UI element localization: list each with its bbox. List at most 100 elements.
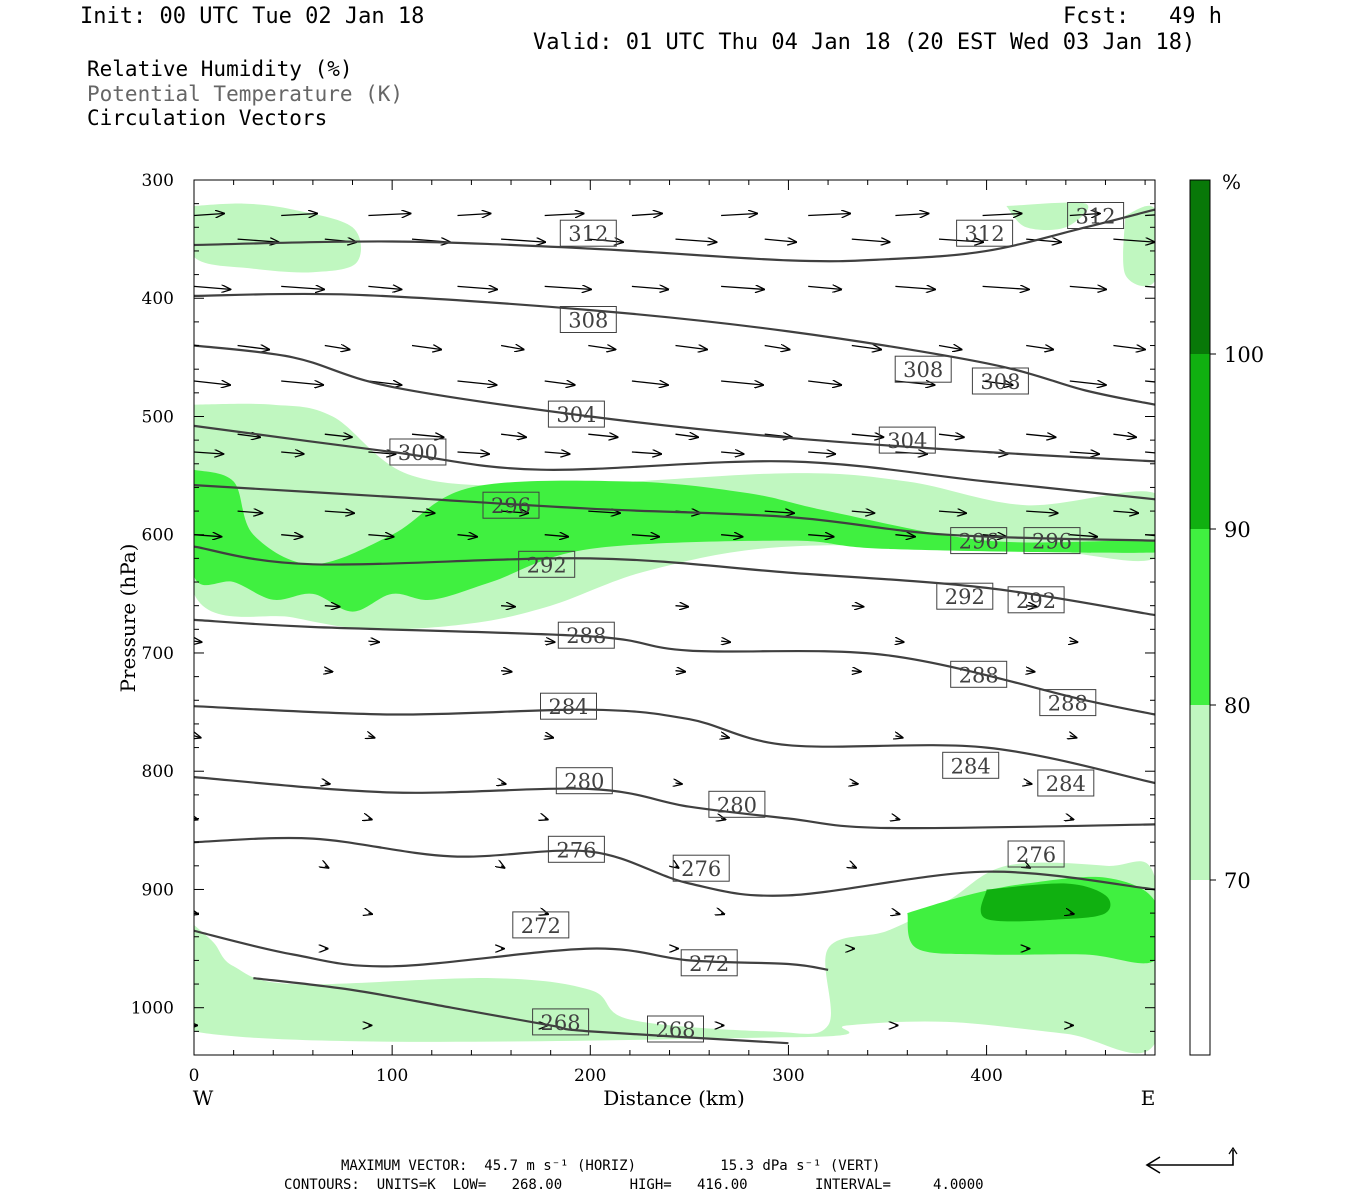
vector-arrow xyxy=(895,913,899,914)
vector-arrow xyxy=(501,671,512,672)
y-tick-label: 800 xyxy=(142,762,174,782)
vector-arrow xyxy=(808,286,841,289)
vector-arrow xyxy=(368,819,371,820)
vector-arrow xyxy=(544,286,591,289)
colorbar-band xyxy=(1190,354,1210,529)
contour-label-box xyxy=(672,854,730,882)
contour-label: 284 xyxy=(540,692,597,720)
contour-label: 276 xyxy=(672,854,730,882)
isentrope-288 xyxy=(194,618,1155,716)
vector-arrow xyxy=(368,286,401,289)
vector-arrow xyxy=(501,511,528,513)
vector-arrow xyxy=(501,783,506,784)
contour-label: 268 xyxy=(647,1015,704,1043)
y-tick-label: 400 xyxy=(142,289,174,309)
contour-label: 300 xyxy=(389,438,447,466)
x-tick-label: 0 xyxy=(189,1066,200,1086)
legend-vectors: Circulation Vectors xyxy=(87,106,328,130)
contour-label-text: 288 xyxy=(566,624,606,648)
colorbar-band xyxy=(1190,705,1210,880)
vector-arrow xyxy=(501,239,545,242)
vector-arrow xyxy=(895,214,928,216)
contour-label-box xyxy=(894,355,952,383)
contour-label-text: 308 xyxy=(903,358,943,382)
contour-label: 280 xyxy=(708,790,766,818)
vector-arrow xyxy=(675,239,717,242)
contour-label-text: 288 xyxy=(959,663,999,687)
vector-arrow xyxy=(852,671,861,672)
vector-arrow xyxy=(237,239,279,242)
contour-label: 268 xyxy=(532,1008,590,1036)
vector-arrow xyxy=(411,346,441,350)
y-tick-label: 600 xyxy=(142,526,174,546)
vector-arrow xyxy=(631,535,659,537)
contour-label-box xyxy=(555,767,613,795)
contour-label-box xyxy=(540,692,597,720)
vector-arrow xyxy=(1026,346,1053,350)
vector-arrow xyxy=(631,452,661,454)
vector-arrow xyxy=(631,381,668,385)
contour-label: 308 xyxy=(971,367,1029,395)
rh-shading xyxy=(194,202,1155,1054)
colorbar-tick-label: 80 xyxy=(1224,694,1251,718)
contour-label-box xyxy=(680,949,738,977)
contour-label: 312 xyxy=(956,219,1014,247)
vector-arrow xyxy=(1069,214,1100,216)
contour-label: 292 xyxy=(936,582,994,610)
contour-label: 276 xyxy=(547,835,605,863)
vector-arrow xyxy=(457,452,490,454)
contour-label-text: 284 xyxy=(1046,772,1086,796)
contour-label: 308 xyxy=(894,355,952,383)
contour-label-box xyxy=(547,400,605,428)
vector-arrow xyxy=(1070,819,1074,820)
vector-arrow xyxy=(194,736,201,738)
vector-arrow xyxy=(675,671,686,672)
vector-arrow xyxy=(808,214,850,216)
vector-arrow xyxy=(1026,511,1058,513)
contour-label: 292 xyxy=(1007,586,1065,614)
vector-arrow xyxy=(1145,214,1155,217)
vector-arrow xyxy=(457,286,498,289)
contour-label: 280 xyxy=(555,767,613,795)
vector-arrow xyxy=(544,214,584,216)
vector-arrow xyxy=(368,736,374,738)
vector-arrow xyxy=(852,783,858,784)
contour-label-text: 284 xyxy=(548,695,588,719)
vector-arrow xyxy=(368,913,372,914)
vector-arrow xyxy=(721,641,730,642)
vector-arrow xyxy=(325,866,329,868)
vector-arrow xyxy=(501,606,515,607)
colorbar-band xyxy=(1190,880,1210,1055)
vector-arrow xyxy=(544,641,555,642)
vector-arrow xyxy=(281,535,302,537)
vector-arrow xyxy=(982,286,1029,289)
isentrope-284 xyxy=(194,705,1155,785)
contour-label-text: 312 xyxy=(965,222,1005,246)
vector-arrow xyxy=(852,866,856,868)
reference-vector-arrow xyxy=(1145,1146,1238,1174)
init-time: Init: 00 UTC Tue 02 Jan 18 xyxy=(80,4,425,29)
contour-label-text: 304 xyxy=(556,403,596,427)
vector-arrow xyxy=(938,434,964,437)
vector-arrow xyxy=(411,511,435,513)
vector-arrow xyxy=(1145,380,1155,383)
vector-arrow xyxy=(851,346,881,350)
contour-label-text: 268 xyxy=(655,1018,695,1042)
contour-label-text: 276 xyxy=(1016,843,1056,867)
colorbar-tick-label: 70 xyxy=(1224,869,1251,893)
vector-arrow xyxy=(324,434,352,437)
vector-arrow xyxy=(325,671,333,672)
vector-arrow xyxy=(631,286,668,289)
vector-arrow xyxy=(808,535,833,537)
plot-frame xyxy=(193,179,1156,1056)
vector-arrow xyxy=(544,381,575,385)
contour-label-text: 300 xyxy=(398,441,438,465)
colorbar-frame xyxy=(1189,179,1211,1056)
vector-arrow xyxy=(544,452,570,454)
vector-arrow xyxy=(895,286,935,289)
x-tick-label: 300 xyxy=(772,1066,804,1086)
vector-arrow xyxy=(281,381,323,385)
vector-arrow xyxy=(676,866,679,868)
contour-label-box xyxy=(1037,769,1095,797)
